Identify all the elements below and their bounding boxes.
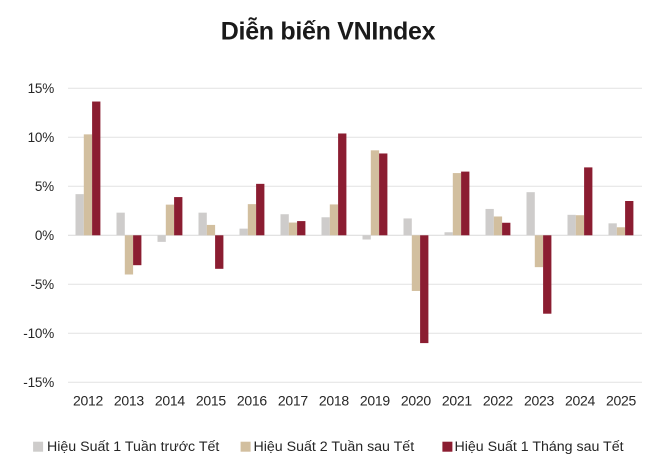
- svg-text:2017: 2017: [278, 393, 308, 409]
- svg-text:2020: 2020: [401, 393, 431, 409]
- svg-text:5%: 5%: [35, 179, 54, 194]
- svg-text:Hiệu Suất 2 Tuần sau Tết: Hiệu Suất 2 Tuần sau Tết: [254, 439, 415, 455]
- svg-text:Diễn biến VNIndex: Diễn biến VNIndex: [221, 16, 436, 46]
- svg-text:2016: 2016: [237, 393, 267, 409]
- svg-text:2013: 2013: [114, 393, 144, 409]
- svg-text:0%: 0%: [35, 228, 54, 243]
- svg-text:2015: 2015: [196, 393, 226, 409]
- svg-text:-10%: -10%: [23, 326, 54, 341]
- svg-text:2012: 2012: [73, 393, 103, 409]
- svg-text:2018: 2018: [319, 393, 349, 409]
- svg-text:2022: 2022: [483, 393, 513, 409]
- svg-text:Hiệu Suất 1 Tháng sau Tết: Hiệu Suất 1 Tháng sau Tết: [455, 439, 624, 455]
- svg-text:2024: 2024: [565, 393, 595, 409]
- svg-text:-5%: -5%: [31, 277, 55, 292]
- svg-text:-15%: -15%: [23, 375, 54, 390]
- svg-text:Hiệu Suất 1 Tuần trước Tết: Hiệu Suất 1 Tuần trước Tết: [47, 439, 219, 455]
- svg-text:2025: 2025: [606, 393, 636, 409]
- svg-text:10%: 10%: [28, 130, 55, 145]
- svg-text:15%: 15%: [28, 81, 55, 96]
- svg-text:2014: 2014: [155, 393, 185, 409]
- svg-text:2021: 2021: [442, 393, 472, 409]
- svg-text:2019: 2019: [360, 393, 390, 409]
- svg-text:2023: 2023: [524, 393, 554, 409]
